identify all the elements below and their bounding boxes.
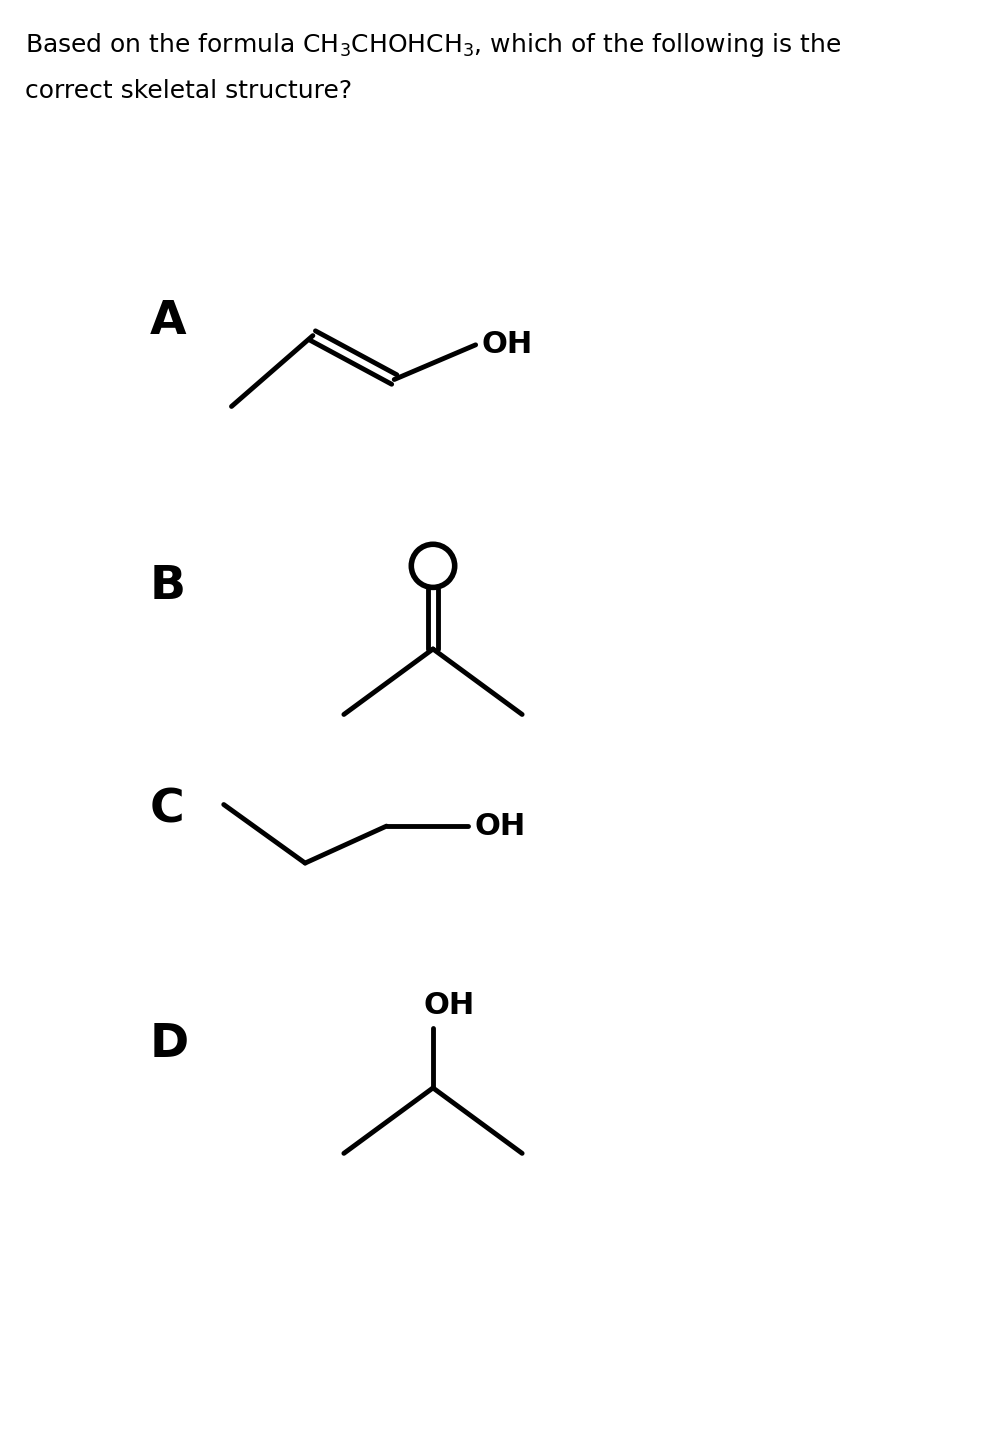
Text: D: D bbox=[151, 1022, 189, 1067]
Text: correct skeletal structure?: correct skeletal structure? bbox=[25, 79, 351, 103]
Text: Based on the formula CH$_3$CHOHCH$_3$, which of the following is the: Based on the formula CH$_3$CHOHCH$_3$, w… bbox=[25, 31, 841, 60]
Text: OH: OH bbox=[482, 330, 533, 359]
Text: OH: OH bbox=[474, 812, 525, 841]
Text: A: A bbox=[151, 299, 187, 343]
Text: B: B bbox=[151, 565, 186, 609]
Text: C: C bbox=[151, 788, 185, 832]
Text: OH: OH bbox=[424, 991, 475, 1020]
